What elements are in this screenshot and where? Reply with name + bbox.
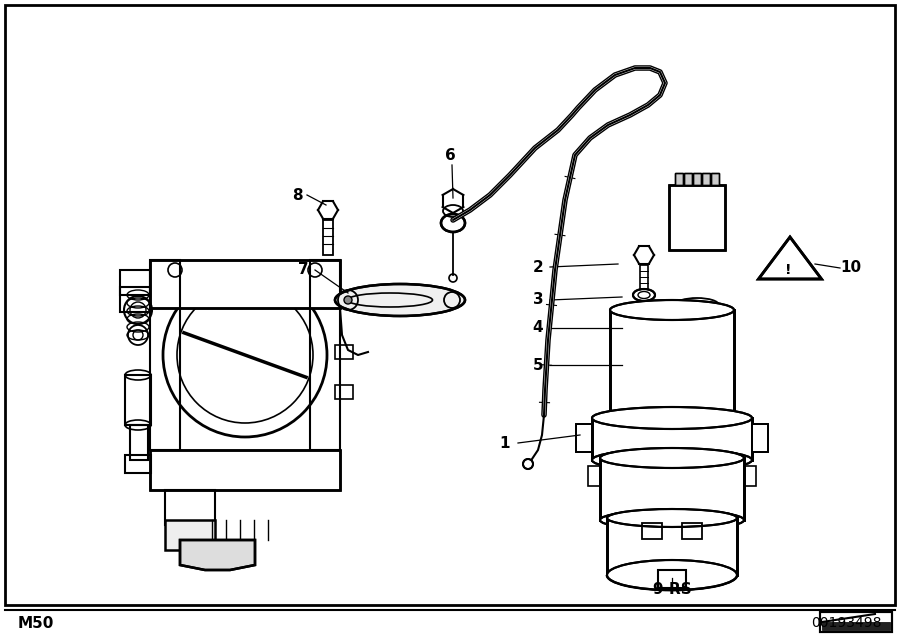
Bar	[120, 270, 150, 295]
Bar	[820, 612, 892, 632]
Bar	[607, 518, 737, 575]
Ellipse shape	[610, 300, 734, 320]
Bar	[744, 466, 756, 486]
Bar	[682, 523, 702, 539]
Circle shape	[641, 394, 647, 400]
Bar	[125, 455, 151, 473]
Ellipse shape	[441, 214, 465, 232]
Ellipse shape	[600, 448, 744, 468]
Bar	[165, 490, 215, 525]
Text: 5: 5	[533, 357, 544, 373]
Bar	[335, 345, 353, 359]
Ellipse shape	[607, 509, 737, 527]
Text: 00193498: 00193498	[812, 616, 882, 630]
Bar	[702, 173, 710, 185]
Bar	[711, 173, 719, 185]
Bar	[684, 173, 692, 185]
Bar	[752, 424, 768, 452]
Bar	[576, 424, 592, 452]
Text: 1: 1	[500, 436, 510, 450]
Bar	[752, 424, 768, 452]
Circle shape	[523, 459, 533, 469]
Bar	[626, 355, 662, 385]
Bar	[630, 320, 658, 340]
Ellipse shape	[610, 410, 734, 430]
Bar	[610, 310, 734, 420]
Bar	[693, 173, 701, 185]
Polygon shape	[759, 237, 822, 279]
Bar	[600, 458, 744, 520]
Text: !: !	[785, 263, 791, 277]
Text: 2: 2	[533, 259, 544, 275]
Bar	[675, 173, 683, 185]
Text: 4: 4	[533, 321, 544, 336]
Bar	[684, 173, 692, 185]
Ellipse shape	[592, 449, 752, 471]
Ellipse shape	[600, 510, 744, 530]
Bar	[310, 260, 340, 450]
Bar	[592, 418, 752, 460]
Text: 3: 3	[533, 293, 544, 307]
Bar	[150, 260, 180, 450]
Text: 10: 10	[840, 261, 861, 275]
Bar	[693, 173, 701, 185]
Ellipse shape	[592, 407, 752, 429]
Bar	[675, 173, 683, 185]
Text: M50: M50	[18, 616, 54, 630]
Bar	[669, 185, 725, 250]
Text: 9-RS: 9-RS	[652, 583, 692, 597]
Ellipse shape	[335, 284, 465, 316]
Bar	[125, 375, 151, 425]
Bar	[607, 518, 737, 575]
Bar	[150, 260, 340, 308]
Bar	[640, 265, 648, 290]
Bar	[610, 310, 734, 420]
Bar	[150, 260, 340, 308]
Text: 7: 7	[298, 263, 309, 277]
Ellipse shape	[630, 313, 658, 327]
Text: 8: 8	[292, 188, 302, 202]
Bar	[588, 466, 600, 486]
Bar	[335, 385, 353, 399]
Circle shape	[344, 296, 352, 304]
Polygon shape	[180, 540, 255, 570]
Bar	[711, 173, 719, 185]
Bar	[592, 418, 752, 460]
Bar	[165, 520, 215, 550]
Bar	[150, 450, 340, 490]
Ellipse shape	[607, 560, 737, 590]
Bar	[820, 612, 892, 632]
Bar	[702, 173, 710, 185]
Bar	[642, 523, 662, 539]
Ellipse shape	[633, 289, 655, 301]
Bar	[669, 185, 725, 250]
Text: 6: 6	[445, 148, 455, 163]
Bar	[658, 570, 686, 588]
Bar	[576, 424, 592, 452]
Bar	[150, 450, 340, 490]
Bar	[822, 622, 890, 630]
Bar	[600, 458, 744, 520]
Bar	[626, 355, 662, 385]
Bar	[675, 305, 719, 370]
Bar	[323, 220, 333, 255]
Bar	[630, 320, 658, 340]
Bar	[120, 287, 150, 312]
Bar	[130, 425, 148, 460]
